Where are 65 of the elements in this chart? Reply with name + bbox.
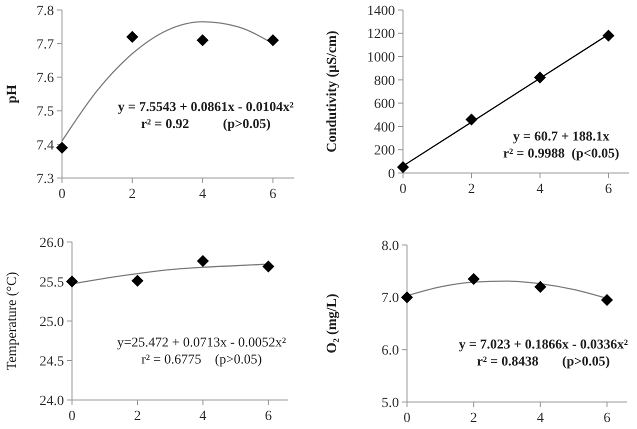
y-tick-label: 1400 <box>367 4 395 19</box>
x-tick-label: 0 <box>404 411 410 426</box>
y-tick-label: 26.0 <box>40 236 64 251</box>
point <box>465 113 478 126</box>
point <box>196 254 209 267</box>
y-tick-label: 5.0 <box>382 396 399 411</box>
annotation: r² = 0.9988 (p<0.05) <box>503 145 620 160</box>
x-tick-label: 2 <box>470 411 478 426</box>
point <box>131 274 144 287</box>
point <box>534 280 546 293</box>
point <box>56 142 68 154</box>
point <box>602 30 614 42</box>
y-tick-label: 7.5 <box>36 104 54 120</box>
y-tick-label: 1200 <box>367 27 395 42</box>
point <box>601 294 613 306</box>
y-tick-label: 25.5 <box>40 275 64 290</box>
x-tick-label: 4 <box>536 411 544 426</box>
y-tick-label: 400 <box>374 120 395 136</box>
y-axis-title: O₂ (mg/L) <box>325 293 340 354</box>
annotation: y = 7.023 + 0.1866x - 0.0336x² <box>458 336 628 352</box>
y-tick-label: 7.6 <box>36 71 54 86</box>
y-tick-label: 7.7 <box>36 38 54 52</box>
annotation: r² = 0.92 (p>0.05) <box>140 116 271 131</box>
y-tick-label: 0 <box>388 166 395 182</box>
annotation: r² = 0.8438 (p>0.05) <box>476 354 610 369</box>
annotation: y = 7.5543 + 0.0861x - 0.0104x² <box>118 98 294 114</box>
point <box>266 34 279 46</box>
y-tick-label: 25.0 <box>40 314 64 330</box>
x-tick-label: 0 <box>68 409 76 424</box>
y-axis-title: Temperature (°C) <box>5 272 20 370</box>
x-tick-label: 4 <box>199 187 206 202</box>
y-tick-label: 7.4 <box>36 138 54 154</box>
point <box>196 34 209 46</box>
annotation: r² = 0.6775 (p>0.05) <box>141 351 262 366</box>
y-tick-label: 7.3 <box>36 172 54 187</box>
point <box>126 30 138 43</box>
x-tick-label: 6 <box>604 411 610 426</box>
point <box>534 72 546 84</box>
y-axis-title: pH <box>5 84 20 104</box>
y-tick-label: 800 <box>374 74 395 89</box>
x-tick-label: 6 <box>264 409 272 424</box>
y-tick-label: 7.0 <box>382 291 399 306</box>
y-tick-label: 8.0 <box>382 238 399 254</box>
annotation: y=25.472 + 0.0713x - 0.0052x² <box>117 334 286 350</box>
y-tick-label: 200 <box>374 144 395 159</box>
point <box>262 260 274 272</box>
x-tick-label: 6 <box>604 182 612 197</box>
x-tick-label: 2 <box>134 409 141 424</box>
y-tick-label: 7.8 <box>36 4 54 19</box>
x-tick-label: 6 <box>269 187 276 202</box>
point <box>468 273 480 286</box>
y-axis-title: Condutivity (μS/cm) <box>325 30 340 152</box>
x-tick-label: 2 <box>128 187 136 202</box>
x-tick-label: 4 <box>199 409 206 424</box>
x-tick-label: 2 <box>468 182 475 197</box>
point <box>397 161 409 174</box>
point <box>66 276 78 288</box>
point <box>401 291 413 304</box>
annotation: y = 60.7 + 188.1x <box>513 128 610 144</box>
y-tick-label: 24.5 <box>40 354 64 370</box>
y-tick-label: 24.0 <box>40 394 64 409</box>
y-tick-label: 6.0 <box>382 344 399 359</box>
y-tick-label: 1000 <box>367 50 395 66</box>
x-tick-label: 4 <box>536 182 544 197</box>
y-tick-label: 600 <box>374 97 395 112</box>
